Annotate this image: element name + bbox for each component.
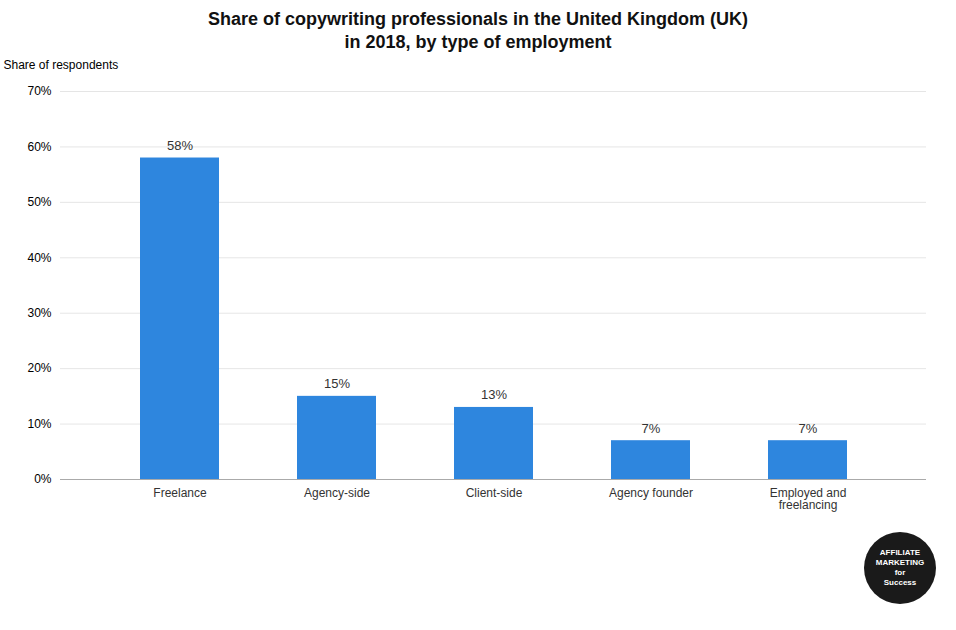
svg-text:60%: 60%	[27, 140, 51, 154]
svg-text:15%: 15%	[324, 376, 350, 391]
svg-text:Freelance: Freelance	[153, 486, 207, 500]
svg-text:50%: 50%	[27, 195, 51, 209]
svg-text:Agency founder: Agency founder	[609, 486, 693, 500]
svg-text:7%: 7%	[799, 421, 818, 436]
svg-text:Agency-side: Agency-side	[304, 486, 370, 500]
svg-text:Share of respondents: Share of respondents	[4, 58, 119, 72]
html-text:Share of copywriting professio: Share of copywriting professionals in th…	[208, 9, 748, 52]
html-text:Success: Success	[883, 578, 917, 587]
svg-text:30%: 30%	[27, 306, 51, 320]
html-text:AFFILIATE: AFFILIATE	[879, 548, 921, 557]
html-text:for: for	[894, 568, 906, 577]
svg-text:Employed andfreelancing: Employed andfreelancing	[770, 486, 847, 512]
svg-text:7%: 7%	[642, 421, 661, 436]
svg-text:10%: 10%	[27, 417, 51, 431]
svg-text:0%: 0%	[34, 472, 52, 486]
svg-text:58%: 58%	[167, 138, 193, 153]
svg-text:20%: 20%	[27, 361, 51, 375]
svg-text:13%: 13%	[481, 387, 507, 402]
html-text:MARKETING: MARKETING	[875, 558, 925, 567]
svg-text:Client-side: Client-side	[466, 486, 523, 500]
svg-text:40%: 40%	[27, 251, 51, 265]
svg-text:70%: 70%	[27, 84, 51, 98]
